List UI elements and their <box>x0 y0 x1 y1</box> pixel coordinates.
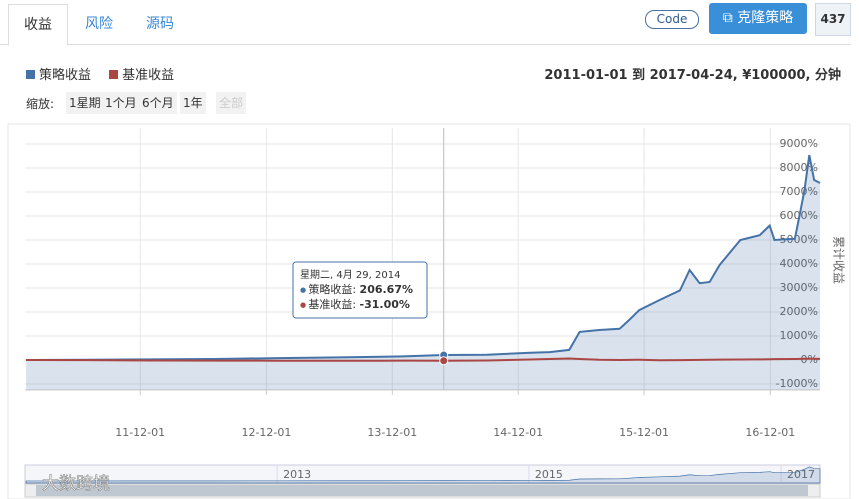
tooltip <box>292 261 428 319</box>
navigator-label: 2013 <box>283 468 311 481</box>
backtest-info: 2011-01-01 到 2017-04-24, ¥100000, 分钟 <box>544 68 841 83</box>
navigator-label: 2015 <box>535 468 563 481</box>
legend-item[interactable]: 基准收益 <box>109 68 174 83</box>
legend-label: 基准收益 <box>122 68 175 83</box>
clone-count: 437 <box>815 3 851 36</box>
zoom-button: 全部 <box>216 92 247 114</box>
x-tick-label: 15-12-01 <box>619 426 669 439</box>
x-tick-label: 14-12-01 <box>493 426 543 439</box>
tooltip-row: ● 基准收益: -31.00% <box>300 297 410 311</box>
code-badge[interactable]: Code <box>645 10 699 29</box>
tooltip-label: 基准收益: <box>308 297 359 311</box>
chart-frame <box>7 123 851 499</box>
zoom-button[interactable]: 1星期 <box>66 92 104 114</box>
tooltip-row: ● 策略收益: 206.67% <box>300 282 413 296</box>
y-axis-title: 累计收益 <box>832 236 846 284</box>
clone-label: 克隆策略 <box>737 10 794 26</box>
tab[interactable]: 源码 <box>146 16 174 32</box>
tab[interactable]: 风险 <box>85 16 113 32</box>
hover-marker <box>439 356 449 366</box>
legend: 策略收益 基准收益 <box>26 64 174 83</box>
y-tick-label: 4000% <box>780 257 818 270</box>
tooltip-label: 策略收益: <box>308 282 359 296</box>
x-tick-label: 12-12-01 <box>241 426 291 439</box>
navigator-area <box>25 466 821 484</box>
y-tick-label: 2000% <box>780 305 818 318</box>
y-tick-label: 7000% <box>780 185 818 198</box>
scrollbar-thumb[interactable] <box>36 485 808 496</box>
y-tick-label: 9000% <box>780 137 818 150</box>
tooltip-title: 星期二, 4月 29, 2014 <box>300 269 400 281</box>
x-tick-label: 11-12-01 <box>115 426 165 439</box>
tab[interactable]: 收益 <box>8 4 68 46</box>
y-tick-label: 5000% <box>780 233 818 246</box>
y-tick-label: 3000% <box>780 281 818 294</box>
legend-label: 策略收益 <box>39 68 92 83</box>
x-tick-label: 16-12-01 <box>745 426 795 439</box>
legend-item[interactable]: 策略收益 <box>26 68 91 83</box>
line <box>26 154 821 362</box>
zoom-button[interactable]: 6个月 <box>139 92 177 114</box>
x-tick-label: 13-12-01 <box>367 426 417 439</box>
watermark: 大数跨境 <box>42 474 110 494</box>
zoom-label: 缩放: <box>26 97 55 111</box>
zoom-button[interactable]: 1年 <box>180 92 206 114</box>
tooltip-value: 206.67% <box>360 283 413 296</box>
navigator-label: 2017 <box>787 468 815 481</box>
area <box>26 155 820 390</box>
clone-button[interactable]: ⧉ 克隆策略 <box>709 3 807 34</box>
tooltip-value: -31.00% <box>360 298 410 311</box>
zoom-button[interactable]: 1个月 <box>102 92 140 114</box>
y-tick-label: -1000% <box>776 377 818 390</box>
line <box>26 357 821 362</box>
y-tick-label: 1000% <box>780 329 818 342</box>
tab-rule <box>0 44 851 45</box>
